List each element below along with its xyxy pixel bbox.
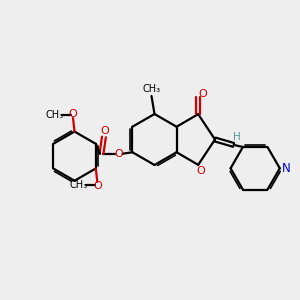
Text: N: N [282,162,291,175]
Text: O: O [115,149,123,159]
Text: CH₃: CH₃ [69,180,88,190]
Text: H: H [233,131,241,142]
Text: CH₃: CH₃ [142,84,160,94]
Text: O: O [93,182,102,191]
Text: O: O [197,167,206,176]
Text: O: O [100,126,109,136]
Text: CH₃: CH₃ [45,110,63,120]
Text: O: O [69,109,77,118]
Text: O: O [198,89,207,99]
